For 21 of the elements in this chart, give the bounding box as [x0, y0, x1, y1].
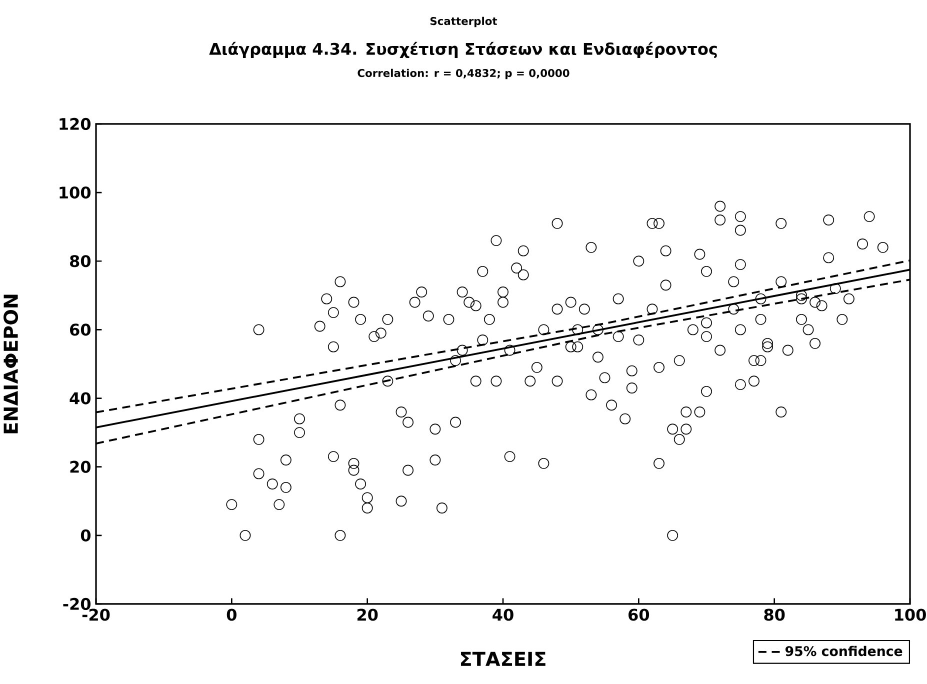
y-tick-label: 80 — [70, 255, 91, 268]
legend-label: 95% confidence — [785, 646, 902, 656]
x-tick-label: 80 — [764, 608, 785, 621]
y-tick-label: 20 — [70, 460, 91, 473]
x-tick-label: 0 — [226, 608, 236, 621]
chart-title: Scatterplot — [430, 16, 498, 28]
y-tick-label: 60 — [70, 324, 91, 336]
y-tick-label: 100 — [60, 186, 91, 199]
x-axis-title: ΣΤΑΣΕΙΣ — [460, 652, 546, 666]
y-tick-label: 0 — [80, 529, 91, 542]
chart-subtitle: Διάγραμμα 4.34. Συσχέτιση Στάσεων και Ενδιαφέροντος — [209, 42, 717, 58]
x-tick-label: 40 — [492, 608, 514, 621]
x-tick-label: 20 — [357, 608, 378, 621]
x-tick-label: -20 — [82, 608, 110, 621]
x-tick-label: 100 — [895, 608, 926, 621]
y-tick-label: 120 — [60, 118, 91, 130]
text: Correlation: r = 0,4832; p = 0,0000 — [358, 68, 570, 80]
x-tick-label: 60 — [628, 608, 650, 621]
y-axis-title: ΕΝΔΙΑΦΕΡΟΝ — [4, 294, 18, 434]
y-tick-label: -20 — [63, 598, 91, 610]
y-tick-label: 40 — [70, 392, 91, 404]
